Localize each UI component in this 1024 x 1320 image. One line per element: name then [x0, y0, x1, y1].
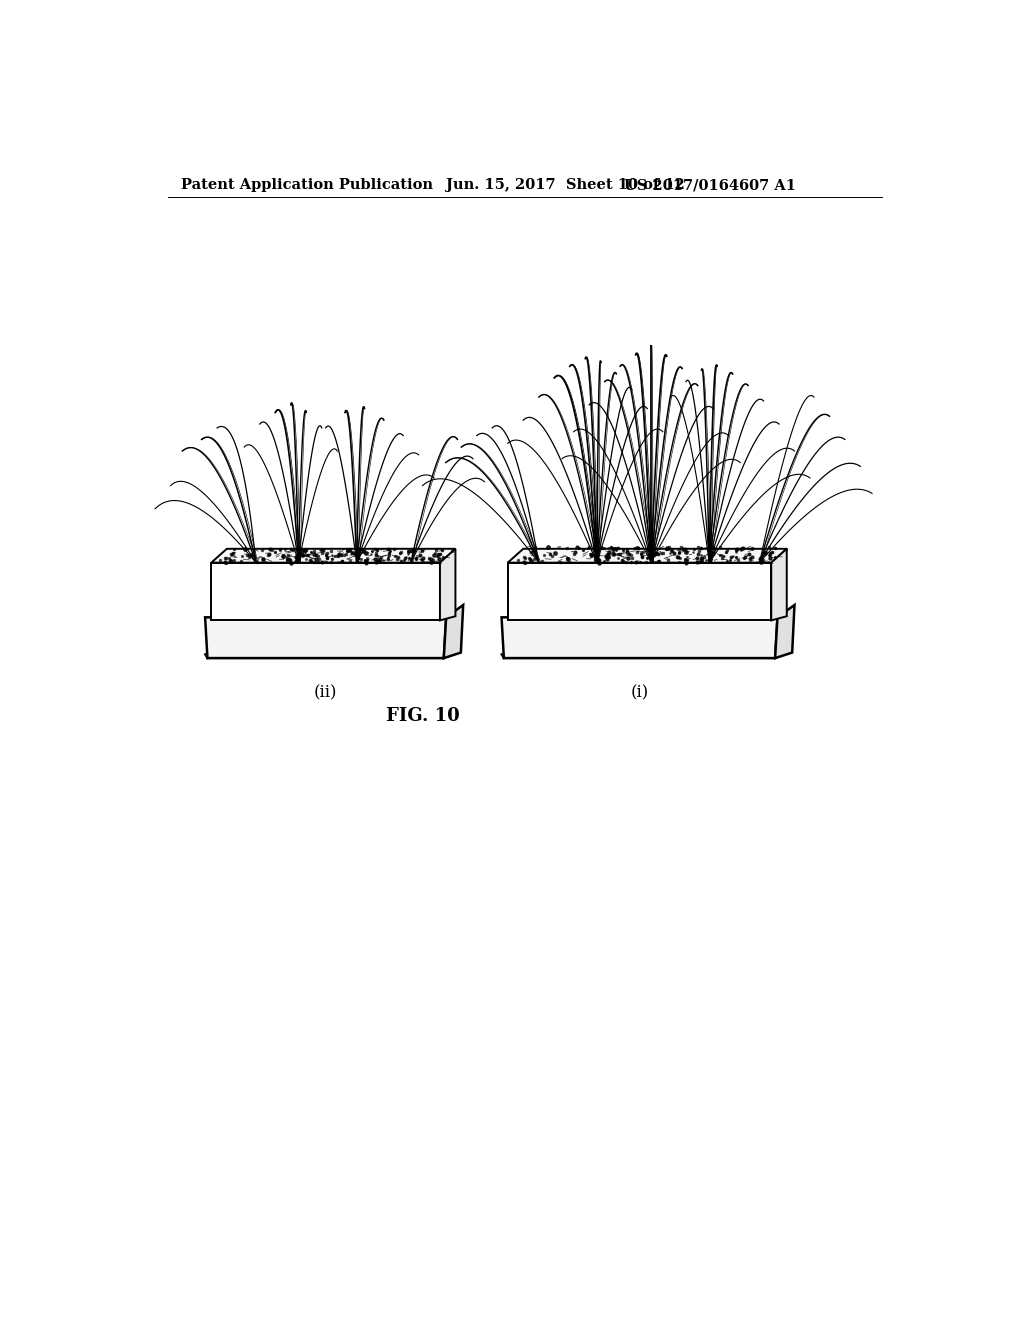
Polygon shape — [502, 618, 777, 659]
Polygon shape — [205, 618, 446, 659]
Text: (i): (i) — [631, 684, 648, 701]
Text: US 2017/0164607 A1: US 2017/0164607 A1 — [624, 178, 796, 193]
Polygon shape — [440, 549, 456, 620]
Text: FIG. 10: FIG. 10 — [386, 708, 460, 726]
Polygon shape — [211, 562, 440, 620]
Polygon shape — [211, 549, 456, 562]
Polygon shape — [508, 562, 771, 620]
Text: Jun. 15, 2017  Sheet 10 of 12: Jun. 15, 2017 Sheet 10 of 12 — [445, 178, 685, 193]
Polygon shape — [771, 549, 786, 620]
Polygon shape — [443, 605, 463, 659]
Polygon shape — [508, 549, 786, 562]
Text: (ii): (ii) — [314, 684, 337, 701]
Polygon shape — [775, 605, 795, 659]
Text: Patent Application Publication: Patent Application Publication — [180, 178, 433, 193]
